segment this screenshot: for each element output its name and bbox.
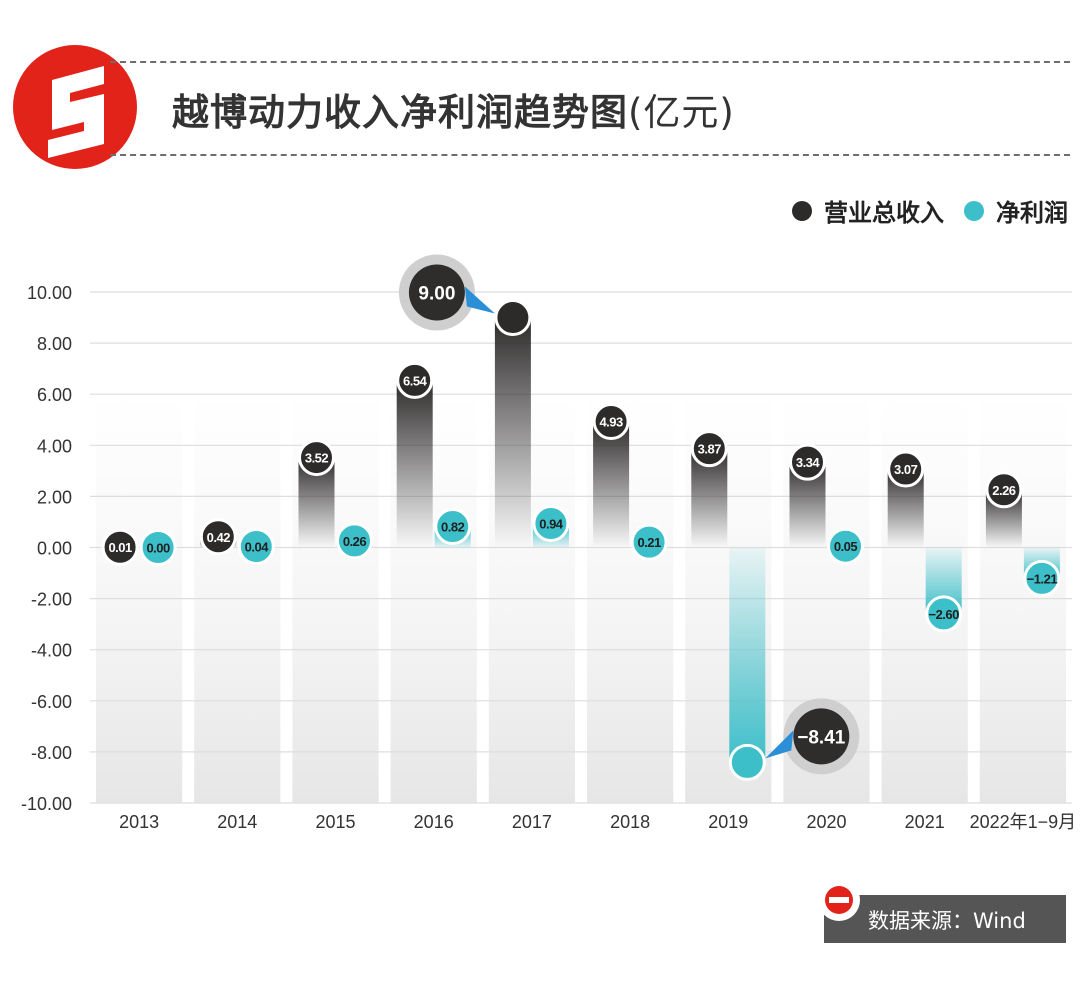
callout-bubble xyxy=(408,264,465,321)
profit-point xyxy=(630,523,668,561)
callout-label: −8.41 xyxy=(797,727,846,748)
header-rule-top xyxy=(110,61,1070,63)
profit-data-label: 0.00 xyxy=(146,541,170,556)
chart-legend: 营业总收入 净利润 xyxy=(792,193,1068,228)
y-tick-label: 6.00 xyxy=(37,385,72,405)
revenue-data-label: 3.87 xyxy=(698,442,722,457)
profit-data-label: 0.21 xyxy=(637,535,661,550)
y-tick-label: 4.00 xyxy=(37,436,72,456)
x-tick-label: 2017 xyxy=(512,812,552,832)
revenue-data-label: 6.54 xyxy=(403,373,428,388)
revenue-point xyxy=(789,443,826,481)
legend-dot-profit xyxy=(964,200,984,221)
revenue-point xyxy=(101,528,139,566)
profit-data-label: −2.60 xyxy=(928,607,959,622)
revenue-data-label: 0.01 xyxy=(108,540,132,555)
x-tick-label: 2015 xyxy=(315,812,355,832)
legend-item-profit: 净利润 xyxy=(964,193,1068,228)
revenue-bar xyxy=(593,421,630,548)
callout-pointer xyxy=(464,286,495,314)
profit-data-label: 0.82 xyxy=(441,520,465,535)
data-source-label: 数据来源：Wind xyxy=(868,909,1026,933)
profit-point xyxy=(434,508,472,546)
profit-point xyxy=(532,504,570,542)
revenue-data-label: 4.93 xyxy=(599,415,623,430)
revenue-data-label: 0.42 xyxy=(207,530,231,545)
legend-item-revenue: 营业总收入 xyxy=(792,193,944,228)
y-tick-label: -10.00 xyxy=(21,794,72,814)
profit-bar xyxy=(729,547,766,763)
x-tick-label: 2016 xyxy=(414,812,454,832)
legend-dot-revenue xyxy=(792,200,812,221)
revenue-point xyxy=(887,450,925,488)
x-tick-label: 2018 xyxy=(610,812,650,832)
profit-data-label: 0.94 xyxy=(539,516,564,531)
x-tick-label: 2019 xyxy=(708,812,748,832)
title-text: 越博动力收入净利润趋势图 xyxy=(172,91,628,134)
profit-data-label: 0.05 xyxy=(834,539,858,554)
y-tick-label: 8.00 xyxy=(37,334,72,354)
y-tick-label: 0.00 xyxy=(37,539,72,559)
revenue-point xyxy=(396,361,434,399)
revenue-point xyxy=(298,439,335,477)
profit-data-label: 0.26 xyxy=(343,534,367,549)
source-badge-icon xyxy=(818,879,860,921)
profit-point xyxy=(1023,559,1061,597)
x-tick-label: 2021 xyxy=(905,812,945,832)
revenue-bar xyxy=(494,317,531,548)
x-tick-label: 2020 xyxy=(806,812,846,832)
revenue-point xyxy=(199,518,237,556)
callout-label: 9.00 xyxy=(418,284,455,305)
profit-point xyxy=(336,522,373,560)
y-tick-label: 2.00 xyxy=(37,487,72,507)
profit-point xyxy=(237,527,275,565)
header-rule-bottom xyxy=(110,154,1070,156)
x-tick-label: 2013 xyxy=(119,812,159,832)
brand-logo xyxy=(13,45,137,169)
profit-point xyxy=(925,595,963,633)
profit-point xyxy=(139,529,177,566)
legend-label-revenue: 营业总收入 xyxy=(824,199,944,227)
revenue-point xyxy=(985,471,1023,509)
callout-bubble xyxy=(793,708,850,765)
revenue-data-label: 3.34 xyxy=(796,455,821,470)
y-tick-label: -8.00 xyxy=(31,743,72,763)
revenue-point xyxy=(690,430,728,468)
profit-point xyxy=(728,743,766,781)
revenue-point xyxy=(592,403,630,441)
revenue-data-label: 3.52 xyxy=(305,451,329,466)
page-title: 越博动力收入净利润趋势图(亿元) xyxy=(172,82,735,136)
data-source-box: 数据来源：Wind xyxy=(824,895,1066,943)
title-unit: (亿元) xyxy=(628,91,735,134)
y-tick-label: -6.00 xyxy=(31,692,72,712)
x-tick-label: 2022年1−9月 xyxy=(970,812,1077,832)
revenue-data-label: 2.26 xyxy=(992,483,1016,498)
x-tick-label: 2014 xyxy=(217,812,257,832)
callout-pointer xyxy=(765,730,794,759)
profit-data-label: −1.21 xyxy=(1027,571,1058,586)
y-tick-label: -2.00 xyxy=(31,590,72,610)
revenue-data-label: 3.07 xyxy=(894,462,918,477)
y-tick-label: -4.00 xyxy=(31,641,72,661)
revenue-point xyxy=(494,299,532,337)
y-tick-label: 10.00 xyxy=(27,283,72,303)
revenue-bar xyxy=(396,380,433,548)
profit-data-label: 0.04 xyxy=(245,539,270,554)
profit-point xyxy=(827,527,864,565)
legend-label-profit: 净利润 xyxy=(996,199,1068,227)
